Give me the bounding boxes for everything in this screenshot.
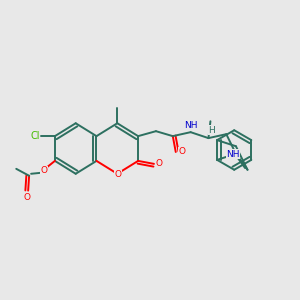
Text: O: O: [178, 148, 185, 157]
Text: O: O: [115, 170, 122, 179]
Text: O: O: [155, 159, 162, 168]
Text: O: O: [24, 193, 31, 202]
Text: NH: NH: [184, 121, 197, 130]
Text: Cl: Cl: [30, 131, 40, 141]
Text: H: H: [208, 126, 215, 135]
Text: O: O: [40, 166, 47, 175]
Text: NH: NH: [226, 150, 240, 159]
